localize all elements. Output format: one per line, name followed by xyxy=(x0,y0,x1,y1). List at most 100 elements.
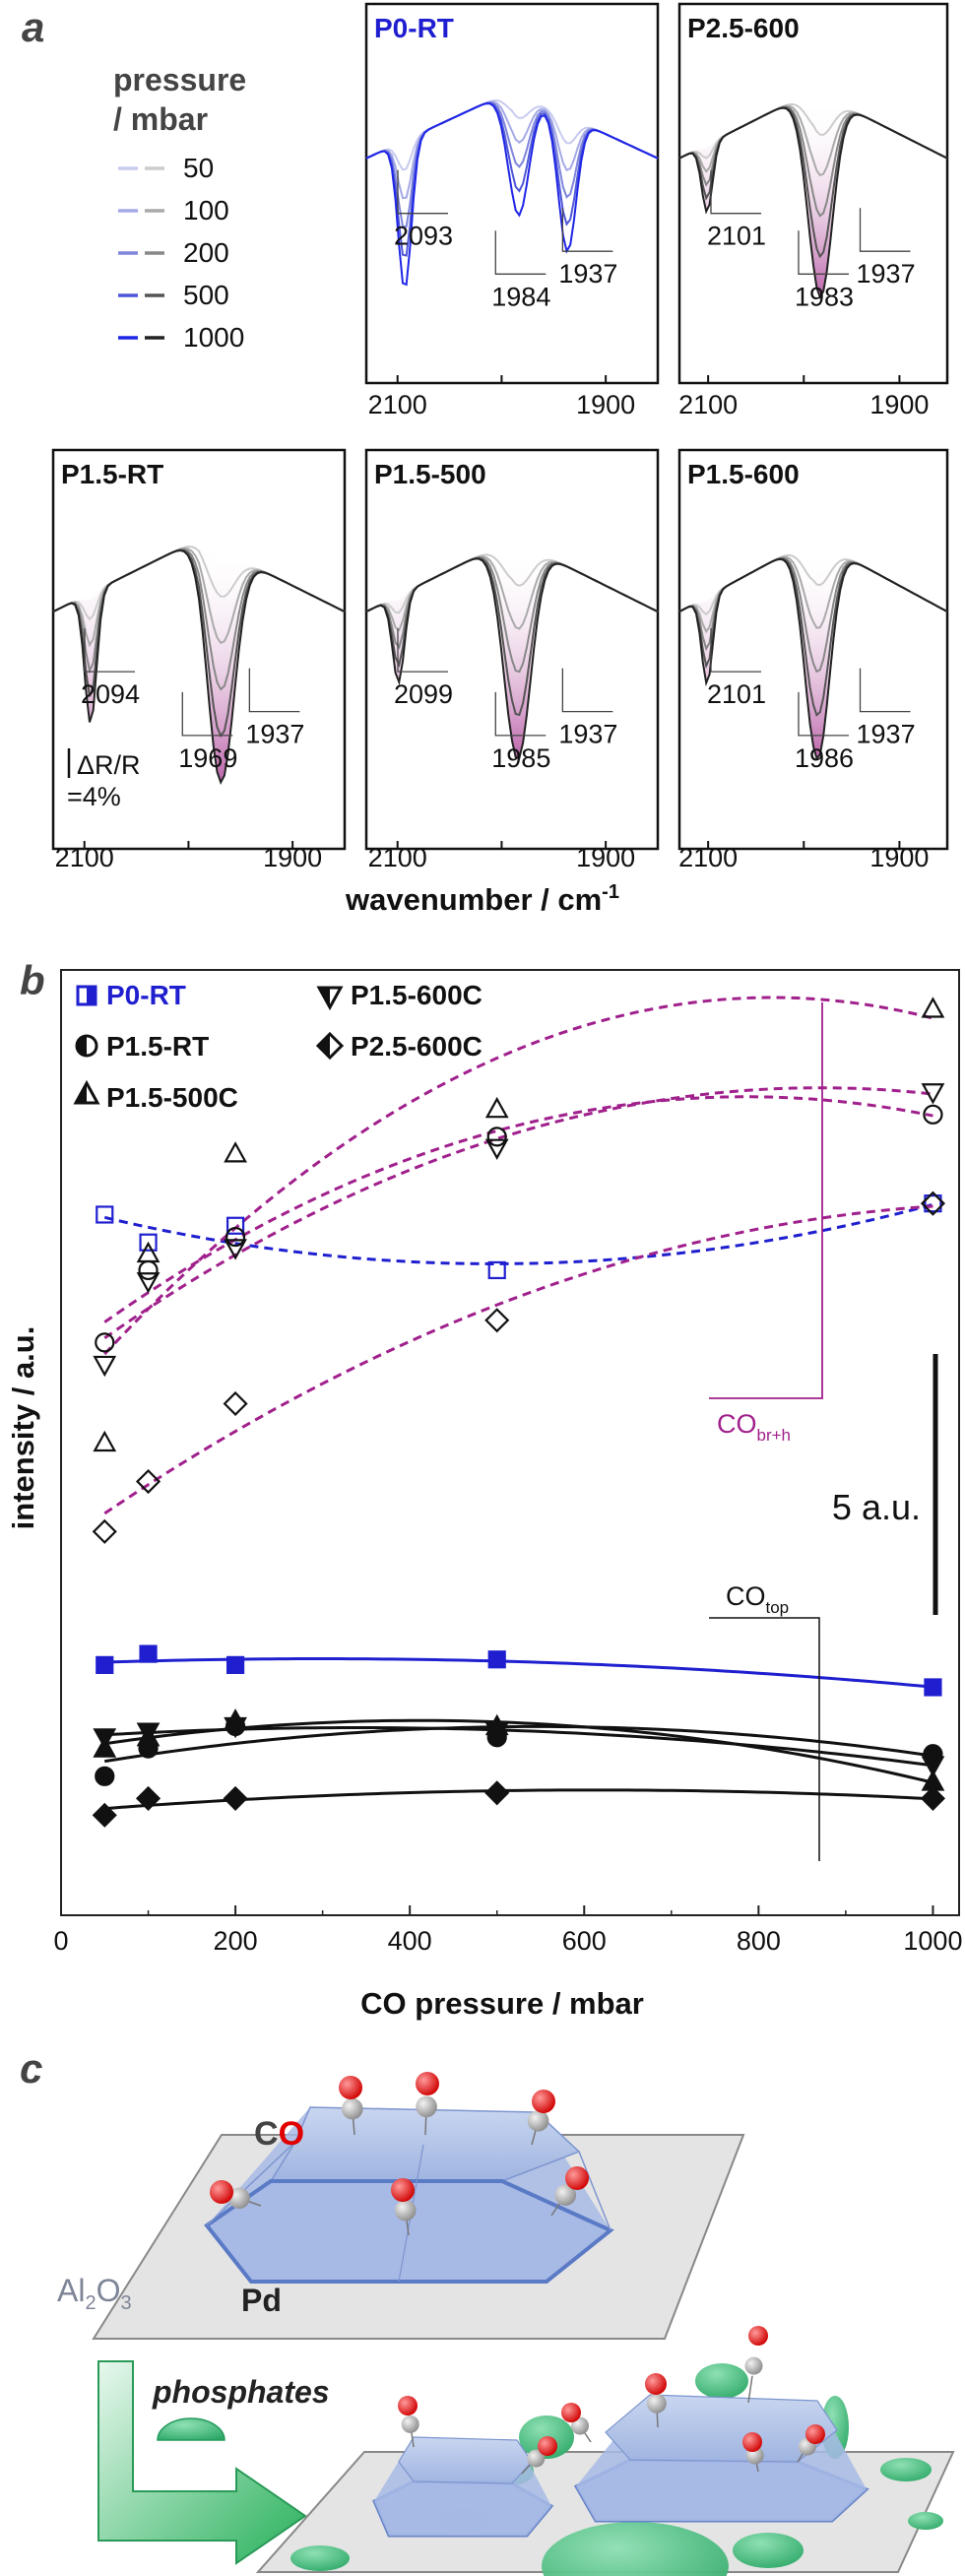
spectrum-frame xyxy=(51,448,347,851)
point-p2-5-600c-br xyxy=(484,1308,510,1333)
spectrum-line xyxy=(678,106,948,300)
pressure-legend-label: 200 xyxy=(183,237,229,268)
peak-marker xyxy=(494,691,547,737)
co-label: CO xyxy=(254,2115,304,2153)
spectrum-title: P2.5-600 xyxy=(687,13,800,43)
point-p1-5-rt-br xyxy=(923,1104,943,1125)
peak-label: 2099 xyxy=(394,679,453,709)
legend-marker-p2-5-600c-half xyxy=(318,1034,330,1058)
point-p1-5-500c-br xyxy=(93,1430,117,1452)
wavenumber-tick-label: 2100 xyxy=(55,843,114,872)
scale-bar-b-label: 5 a.u. xyxy=(832,1487,921,1527)
pressure-legend-label: 50 xyxy=(183,153,214,183)
plot-axes: 0 200 400 600 800 1000 xyxy=(53,1905,962,1956)
point-p1-5-600c-br xyxy=(136,1272,161,1294)
point-p1-5-rt-br xyxy=(486,1127,507,1147)
point-p0-rt-top xyxy=(225,1655,245,1674)
panel-b-letter: b xyxy=(20,957,45,1003)
co-molecule xyxy=(339,2076,363,2136)
point-p1-5-600c-top xyxy=(921,1756,945,1777)
wavenumber-tick-label: 2100 xyxy=(678,843,738,872)
co-molecules xyxy=(210,2072,589,2236)
series-legend: P0-RT P1.5-RT P1.5-500C P1.5-600C P2.5-6… xyxy=(73,980,482,1113)
point-p2-5-600c-br xyxy=(920,1191,945,1216)
point-p0-rt-top xyxy=(139,1644,158,1663)
point-p1-5-500c-br xyxy=(921,997,945,1018)
pressure-legend-unit: / mbar xyxy=(113,101,208,137)
peak-label: 1937 xyxy=(857,259,916,289)
wavenumber-tick-label: 2100 xyxy=(368,843,427,872)
peak-marker xyxy=(798,691,849,737)
pd-particle-small-2 xyxy=(573,2394,869,2523)
phosphate-dome-icon xyxy=(157,2417,225,2441)
point-p0-rt-br xyxy=(225,1216,245,1235)
point-p1-5-rt-br xyxy=(95,1332,115,1353)
co-br-bracket xyxy=(709,1002,823,1399)
co-molecule xyxy=(416,2072,439,2136)
legend-marker-p1-5-rt-half xyxy=(77,1036,87,1056)
peak-marker xyxy=(397,628,448,673)
spectrum-panel-p1-5-500: P1.5-500 2099 1985 1937 xyxy=(364,448,660,851)
wavenumber-tick-label: 1900 xyxy=(869,843,929,872)
spectra-panels: P0-RT209319841937P2.5-600210119831937P1.… xyxy=(51,2,949,851)
peak-marker xyxy=(859,208,911,252)
peak-label: 1983 xyxy=(795,282,854,311)
peak-marker xyxy=(710,169,761,215)
co-molecule xyxy=(521,2436,557,2475)
point-p1-5-600c-br xyxy=(93,1355,117,1378)
point-p0-rt-top xyxy=(487,1650,506,1669)
spectrum-title: P1.5-RT xyxy=(61,459,163,489)
peak-label: 1937 xyxy=(857,720,916,749)
point-p2-5-600c-top xyxy=(920,1785,945,1811)
x-tick-label: 800 xyxy=(737,1926,781,1956)
co-top-label: COtop xyxy=(726,1581,789,1617)
x-axis-label: CO pressure / mbar xyxy=(360,1986,644,2021)
point-p0-rt-br xyxy=(487,1260,506,1280)
fit-curve-p2-5-600c-br xyxy=(103,1204,933,1515)
x-tick-label: 200 xyxy=(214,1926,258,1956)
peak-label: 2101 xyxy=(707,222,766,251)
spectrum-panel-p0-rt: P0-RT 2093 1984 1937 xyxy=(364,2,660,385)
x-tick-label: 600 xyxy=(562,1926,607,1956)
co-molecule xyxy=(645,2373,667,2428)
co-molecule xyxy=(391,2178,417,2236)
point-p1-5-500c-br xyxy=(136,1241,161,1263)
point-p2-5-600c-top xyxy=(92,1802,117,1828)
spectrum-title: P1.5-600 xyxy=(687,459,800,489)
point-p2-5-600c-br xyxy=(135,1468,161,1495)
peak-label: 1969 xyxy=(178,743,237,773)
data-points xyxy=(92,997,945,1828)
pressure-legend: 50 100 200 500 1000 xyxy=(118,153,244,353)
phosphates-label: phosphates xyxy=(152,2374,330,2410)
spectrum-line xyxy=(365,102,659,287)
legend-label-p2-5-600c: P2.5-600C xyxy=(351,1031,482,1062)
wavenumber-tick-label: 1900 xyxy=(263,843,322,872)
point-p2-5-600c-top xyxy=(223,1785,248,1811)
scale-bar-a-line2: =4% xyxy=(67,782,121,811)
point-p1-5-600c-top xyxy=(224,1716,247,1739)
scale-bar-a-line1: ΔR/R xyxy=(77,750,141,780)
peak-marker xyxy=(710,628,761,673)
legend-label-p1-5-500c: P1.5-500C xyxy=(106,1082,238,1113)
point-p2-5-600c-br xyxy=(92,1518,117,1544)
legend-marker-p1-5-600c-half xyxy=(319,988,330,1007)
spectrum-panel-p1-5-rt: P1.5-RT 2094 1969 1937 xyxy=(51,448,347,851)
co-br-label: CObr+h xyxy=(717,1409,791,1445)
peak-label: 1937 xyxy=(558,720,617,749)
x-tick-label: 400 xyxy=(388,1926,432,1956)
fit-curve-p1-5-500c-br xyxy=(103,996,933,1356)
pressure-legend-label: 100 xyxy=(183,195,229,225)
peak-marker xyxy=(248,668,300,713)
point-p1-5-600c-top xyxy=(93,1728,117,1750)
support-label: Al2O3 xyxy=(57,2273,132,2314)
point-p0-rt-br xyxy=(139,1233,158,1252)
co-molecule xyxy=(527,2090,555,2146)
point-p1-5-600c-br xyxy=(921,1083,945,1105)
peak-label: 2094 xyxy=(81,679,140,709)
point-p1-5-600c-top xyxy=(136,1722,161,1744)
spectrum-line xyxy=(678,557,948,761)
pressure-legend-label: 1000 xyxy=(183,322,244,353)
peak-marker xyxy=(859,668,911,713)
